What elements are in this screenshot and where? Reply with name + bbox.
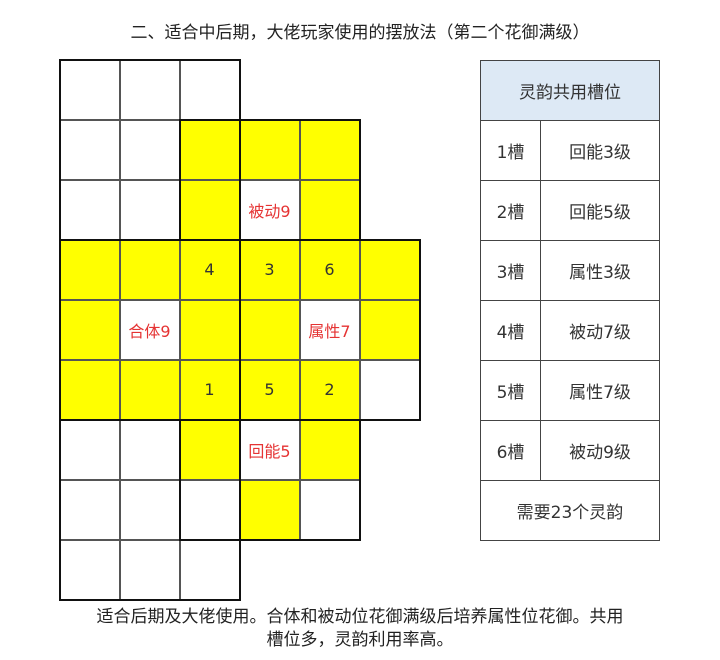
table-row: 2槽 回能5级 xyxy=(480,180,660,241)
grid-cell-yellow: 1 xyxy=(179,359,240,420)
grid-cell-yellow: 3 xyxy=(239,239,300,300)
grid-cell-yellow xyxy=(299,179,360,240)
slot-cell: 1槽 xyxy=(480,120,541,181)
grid-cell-empty xyxy=(119,539,180,600)
slot-flower-label: 回能5 xyxy=(248,441,291,461)
grid-cell-empty: 合体9 xyxy=(119,299,180,360)
slot-value-cell: 被动7级 xyxy=(540,300,660,361)
grid-cell-empty xyxy=(59,539,120,600)
table-row: 1槽 回能3级 xyxy=(480,120,660,181)
slot-value-cell: 回能3级 xyxy=(540,120,660,181)
grid-cell-yellow xyxy=(239,299,300,360)
grid-cell-empty xyxy=(179,539,240,600)
grid-cell-yellow: 6 xyxy=(299,239,360,300)
grid-cell-empty xyxy=(119,419,180,480)
table-row: 3槽 属性3级 xyxy=(480,240,660,301)
grid-cell-yellow: 2 xyxy=(299,359,360,420)
slot-number-label: 2 xyxy=(324,380,335,399)
grid-cell-yellow xyxy=(59,359,120,420)
grid-cell-yellow xyxy=(179,299,240,360)
grid-cell-yellow xyxy=(239,479,300,540)
grid-cell-empty xyxy=(59,179,120,240)
slot-number-label: 4 xyxy=(204,260,215,279)
slot-value-cell: 属性7级 xyxy=(540,360,660,421)
table-header-row: 灵韵共用槽位 xyxy=(480,60,660,121)
slot-value-cell: 回能5级 xyxy=(540,180,660,241)
slot-flower-label: 合体9 xyxy=(128,321,171,341)
grid-cell-yellow xyxy=(119,359,180,420)
slot-number-label: 5 xyxy=(264,380,275,399)
note: 适合后期及大佬使用。合体和被动位花御满级后培养属性位花御。共用 槽位多，灵韵利用… xyxy=(60,606,660,652)
grid-cell-yellow xyxy=(179,119,240,180)
grid-cell-yellow: 4 xyxy=(179,239,240,300)
grid-cell-empty xyxy=(299,479,360,540)
grid-cell-empty xyxy=(359,359,420,420)
grid-cell-yellow xyxy=(179,419,240,480)
slot-flower-label: 属性7 xyxy=(308,321,351,341)
grid-cell-empty xyxy=(179,479,240,540)
table-row: 5槽 属性7级 xyxy=(480,360,660,421)
slot-number-label: 6 xyxy=(324,260,335,279)
slot-value-cell: 属性3级 xyxy=(540,240,660,301)
placement-grid: 被动9 4 3 6 合体9 属性7 1 5 2 回能5 xyxy=(59,59,421,601)
slot-number-label: 3 xyxy=(264,260,275,279)
slot-cell: 4槽 xyxy=(480,300,541,361)
grid-cell-yellow xyxy=(59,239,120,300)
grid-cell-empty xyxy=(119,479,180,540)
grid-cell-empty xyxy=(119,179,180,240)
grid-cell-empty xyxy=(59,419,120,480)
grid-cell-yellow xyxy=(119,239,180,300)
table-row: 6槽 被动9级 xyxy=(480,420,660,481)
slot-number-label: 1 xyxy=(204,380,215,399)
slot-cell: 2槽 xyxy=(480,180,541,241)
grid-cell-empty: 回能5 xyxy=(239,419,300,480)
slot-flower-label: 被动9 xyxy=(248,201,291,221)
shared-slot-table: 灵韵共用槽位 1槽 回能3级 2槽 回能5级 3槽 属性3级 4槽 被动7级 5槽 属性7级 6槽被… xyxy=(480,60,660,541)
grid-cell-empty: 属性7 xyxy=(299,299,360,360)
grid-cell-empty: 被动9 xyxy=(239,179,300,240)
grid-cell-yellow xyxy=(239,119,300,180)
note-line-1: 适合后期及大佬使用。合体和被动位花御满级后培养属性位花御。共用 xyxy=(96,607,624,627)
grid-cell-empty xyxy=(179,59,240,120)
grid-cell-yellow xyxy=(359,299,420,360)
grid-cell-empty xyxy=(59,479,120,540)
grid-cell-yellow xyxy=(299,119,360,180)
grid-cell-empty xyxy=(59,119,120,180)
grid-cell-empty xyxy=(119,119,180,180)
table-header: 灵韵共用槽位 xyxy=(480,60,660,121)
slot-cell: 6槽 xyxy=(480,420,541,481)
page-title: 二、适合中后期，大佬玩家使用的摆放法（第二个花御满级） xyxy=(130,23,590,43)
table-footer-row: 需要23个灵韵 xyxy=(480,480,660,541)
table-footer: 需要23个灵韵 xyxy=(480,480,660,541)
slot-cell: 3槽 xyxy=(480,240,541,301)
grid-cell-yellow: 5 xyxy=(239,359,300,420)
grid-cell-yellow xyxy=(299,419,360,480)
grid-cell-empty xyxy=(59,59,120,120)
table-row: 4槽 被动7级 xyxy=(480,300,660,361)
note-line-2: 槽位多，灵韵利用率高。 xyxy=(266,630,454,650)
grid-cell-yellow xyxy=(359,239,420,300)
grid-cell-empty xyxy=(119,59,180,120)
slot-value-cell: 被动9级 xyxy=(540,420,660,481)
slot-cell: 5槽 xyxy=(480,360,541,421)
grid-cell-yellow xyxy=(179,179,240,240)
grid-cell-yellow xyxy=(59,299,120,360)
